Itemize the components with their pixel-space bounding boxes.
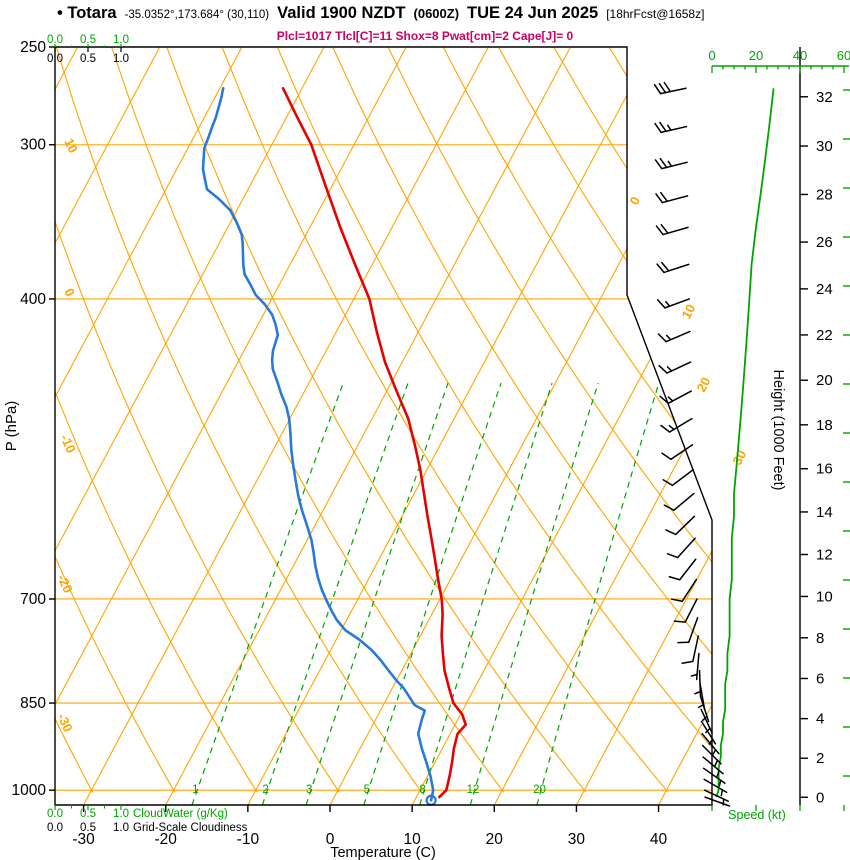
svg-text:Temperature (C): Temperature (C) (330, 845, 436, 860)
svg-text:0: 0 (626, 194, 643, 207)
svg-text:5: 5 (364, 784, 370, 796)
svg-text:12: 12 (467, 784, 480, 796)
svg-text:CloudWater (g/Kg): CloudWater (g/Kg) (133, 808, 228, 820)
svg-text:10: 10 (404, 831, 422, 848)
mixing-ratio-labels: 1 2 3 5 8 12 20 (192, 784, 546, 796)
svg-text:Grid-Scale Cloudiness: Grid-Scale Cloudiness (133, 822, 248, 834)
svg-text:-20: -20 (155, 831, 178, 848)
mixing-ratio-lines (191, 382, 660, 805)
svg-text:30: 30 (816, 138, 833, 155)
wind-barbs (653, 81, 731, 807)
cloudwater-scale: 0.0 0.0 0.5 0.5 1.0 1.0 CloudWater (g/Kg) (47, 34, 228, 820)
svg-text:-30: -30 (54, 711, 76, 734)
title-bar: • Totara -35.0352°,173.684° (30,110) Val… (57, 4, 848, 23)
svg-text:1.0: 1.0 (113, 822, 129, 834)
svg-text:20: 20 (749, 48, 763, 63)
cloudiness-scale: 0.0 0.0 0.5 0.5 1.0 1.0 Grid-Scale Cloudiness (47, 47, 248, 834)
svg-text:700: 700 (20, 591, 46, 608)
plot-border (54, 46, 713, 806)
valid-zulu: (0600Z) (413, 6, 460, 21)
svg-text:1.0: 1.0 (113, 53, 129, 65)
svg-text:-10: -10 (237, 831, 260, 848)
svg-text:250: 250 (20, 39, 46, 56)
temperature-curve (281, 87, 467, 799)
station-coords: -35.0352°,173.684° (30,110) (124, 9, 270, 21)
forecast-info: [18hrFcst@1658z] (606, 7, 705, 21)
svg-text:28: 28 (816, 186, 833, 203)
svg-text:20: 20 (816, 372, 833, 389)
svg-text:Height (1000 Feet): Height (1000 Feet) (770, 370, 786, 491)
svg-text:0.5: 0.5 (80, 53, 96, 65)
svg-text:300: 300 (20, 137, 46, 154)
svg-text:-30: -30 (72, 831, 95, 848)
svg-text:60: 60 (837, 48, 850, 63)
sounding-parameters: Plcl=1017 Tlcl[C]=11 Shox=8 Pwat[cm]=2 C… (276, 29, 574, 43)
svg-text:1000: 1000 (12, 782, 47, 799)
svg-text:Speed (kt): Speed (kt) (728, 808, 786, 822)
svg-text:8: 8 (816, 630, 824, 647)
svg-text:10: 10 (816, 588, 833, 605)
pressure-axis: 250 300 400 700 850 1000 P (hPa) (3, 39, 55, 799)
svg-text:10: 10 (678, 302, 698, 322)
svg-text:30: 30 (568, 831, 586, 848)
svg-text:2: 2 (816, 750, 824, 767)
pressure-gridlines (55, 47, 712, 791)
svg-text:14: 14 (816, 504, 833, 521)
dewpoint-curve (201, 87, 435, 802)
svg-text:850: 850 (20, 695, 46, 712)
svg-text:0: 0 (708, 48, 715, 63)
svg-text:20: 20 (533, 784, 546, 796)
svg-text:3: 3 (306, 784, 312, 796)
station-name: • Totara (57, 4, 117, 22)
svg-text:40: 40 (793, 48, 807, 63)
svg-text:0.0: 0.0 (47, 34, 63, 46)
valid-date: TUE 24 Jun 2025 (467, 4, 599, 22)
svg-text:0.0: 0.0 (47, 822, 63, 834)
svg-text:30: 30 (729, 448, 749, 468)
grid-line-labels: 0 10 20 30 10 0 -10 -20 -30 (54, 136, 749, 734)
svg-text:0.0: 0.0 (47, 53, 63, 65)
svg-text:0: 0 (61, 286, 78, 299)
svg-text:0.5: 0.5 (80, 34, 96, 46)
svg-text:4: 4 (816, 711, 824, 728)
skewt-grid (55, 47, 712, 805)
svg-text:1.0: 1.0 (113, 34, 129, 46)
wind-speed-curve (715, 88, 775, 798)
svg-text:0: 0 (326, 831, 335, 848)
svg-text:0.0: 0.0 (47, 808, 63, 820)
svg-text:1: 1 (192, 784, 198, 796)
svg-text:22: 22 (816, 327, 833, 344)
svg-text:16: 16 (816, 461, 833, 478)
valid-time: Valid 1900 NZDT (277, 4, 406, 22)
temperature-axis: -30 -20 -10 0 10 20 30 40 Temperature (C) (72, 805, 668, 860)
svg-text:20: 20 (486, 831, 504, 848)
svg-text:18: 18 (816, 417, 833, 434)
svg-text:12: 12 (816, 547, 833, 564)
svg-text:26: 26 (816, 234, 833, 251)
svg-text:-20: -20 (54, 572, 76, 595)
svg-text:24: 24 (816, 281, 833, 298)
svg-text:6: 6 (816, 670, 824, 687)
svg-text:-10: -10 (57, 432, 79, 455)
svg-text:400: 400 (20, 291, 46, 308)
svg-text:P (hPa): P (hPa) (3, 401, 20, 452)
svg-text:8: 8 (419, 784, 425, 796)
svg-text:0: 0 (816, 789, 824, 806)
svg-text:1.0: 1.0 (113, 808, 129, 820)
svg-text:2: 2 (262, 784, 268, 796)
svg-text:0.5: 0.5 (80, 822, 96, 834)
dry-adiabat-lines (55, 47, 712, 793)
svg-text:20: 20 (693, 375, 713, 395)
svg-text:0.5: 0.5 (80, 808, 96, 820)
svg-text:40: 40 (650, 831, 668, 848)
svg-text:10: 10 (61, 136, 81, 155)
isotherm-lines (55, 47, 712, 805)
svg-text:32: 32 (816, 89, 833, 106)
